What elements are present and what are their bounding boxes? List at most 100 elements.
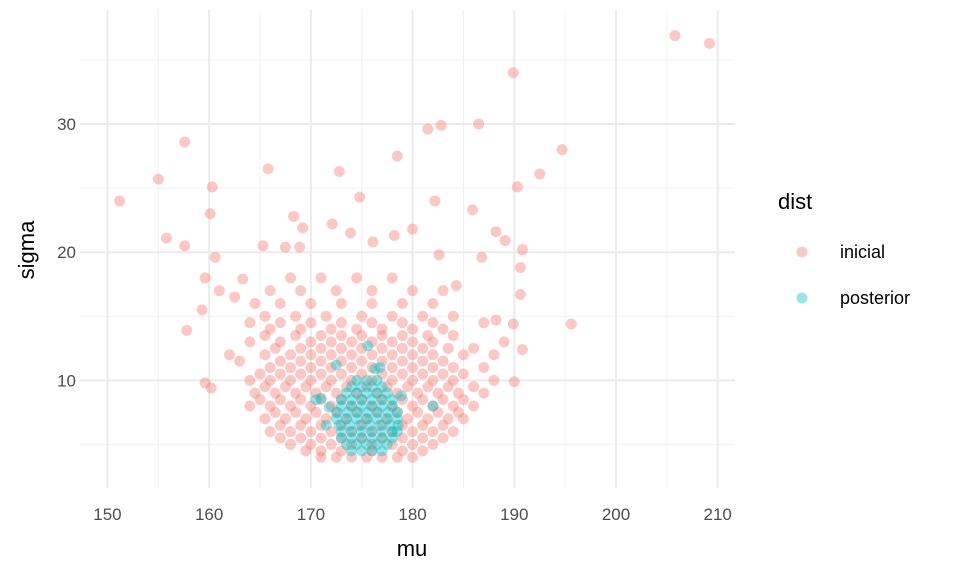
point-posterior [427,400,439,412]
point-inicial [274,317,286,329]
point-inicial [259,330,271,342]
point-inicial [244,374,256,386]
point-inicial [396,368,408,380]
y-tick-label: 30 [57,115,76,134]
point-inicial [366,349,378,361]
point-inicial [257,240,269,252]
point-inicial [407,323,419,335]
point-inicial [269,406,281,418]
point-posterior [320,419,332,431]
point-inicial [457,368,469,380]
point-inicial [427,426,439,438]
point-inicial [508,376,520,388]
point-inicial [499,235,511,247]
y-tick-label: 20 [57,243,76,262]
point-inicial [432,387,444,399]
point-inicial [407,400,419,412]
point-inicial [407,223,419,235]
point-inicial [386,374,398,386]
point-posterior [330,413,342,425]
point-inicial [279,413,291,425]
point-inicial [417,355,429,367]
point-inicial [437,323,449,335]
point-inicial [669,30,681,42]
point-inicial [199,272,211,284]
point-inicial [315,355,327,367]
point-posterior [356,426,368,438]
point-inicial [196,304,208,316]
point-posterior [376,426,388,438]
point-inicial [315,330,327,342]
legend: dist inicial posterior [778,189,910,308]
point-inicial [274,355,286,367]
point-inicial [346,426,358,438]
point-inicial [366,374,378,386]
point-posterior [346,400,358,412]
grid-lines [80,10,735,488]
point-inicial [285,362,297,374]
point-posterior [356,432,368,444]
point-posterior [366,394,378,406]
point-inicial [417,445,429,457]
point-inicial [269,387,281,399]
point-inicial [315,451,327,463]
point-inicial [386,400,398,412]
point-inicial [447,330,459,342]
x-tick-label: 170 [297,505,325,524]
point-inicial [315,432,327,444]
point-inicial [297,222,309,234]
point-posterior [356,381,368,393]
point-inicial [427,297,439,309]
point-inicial [294,241,306,253]
point-inicial [295,323,307,335]
point-inicial [516,244,528,256]
point-inicial [452,406,464,418]
point-inicial [386,426,398,438]
point-inicial [376,394,388,406]
point-inicial [376,451,388,463]
tick-labels: 150 160 170 180 190 200 210 10 20 30 [57,115,732,524]
point-inicial [457,413,469,425]
point-inicial [224,349,236,361]
point-inicial [366,438,378,450]
point-posterior [366,445,378,457]
point-inicial [351,406,363,418]
point-inicial [288,210,300,222]
point-posterior [361,413,373,425]
point-inicial [396,445,408,457]
point-inicial [556,144,568,156]
point-inicial [386,349,398,361]
point-inicial [417,419,429,431]
point-inicial [435,119,447,131]
point-inicial [335,394,347,406]
point-posterior [382,406,394,418]
point-inicial [209,251,221,263]
point-inicial [330,451,342,463]
point-inicial [402,381,413,393]
point-inicial [490,314,502,326]
point-posterior [376,400,388,412]
point-inicial [371,406,383,418]
point-inicial [326,218,338,230]
point-inicial [437,432,449,444]
point-inicial [356,342,368,354]
point-posterior [340,438,352,450]
point-posterior [310,394,322,406]
point-inicial [356,310,368,322]
legend-label-inicial: inicial [840,242,885,262]
point-inicial [244,400,256,412]
point-inicial [391,451,403,463]
point-inicial [335,297,347,309]
point-inicial [433,249,445,261]
point-inicial [407,426,419,438]
point-inicial [427,317,439,329]
point-posterior [315,392,327,404]
point-posterior [376,432,388,444]
y-tick-label: 10 [57,371,76,390]
point-inicial [285,426,297,438]
point-inicial [325,336,337,348]
point-posterior [384,419,396,431]
point-inicial [346,336,358,348]
point-posterior [351,374,363,386]
point-posterior [381,413,393,425]
